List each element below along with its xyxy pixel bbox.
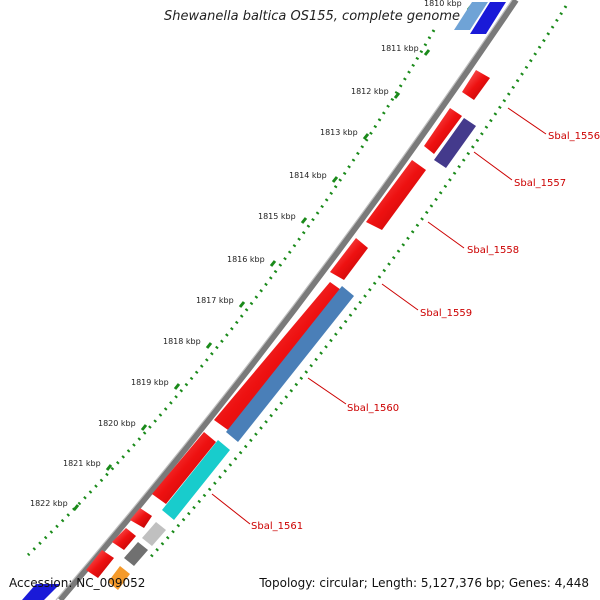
gene-sbal-1559 [330, 238, 368, 280]
gene-gray-light [142, 522, 166, 546]
tick-label: 1812 kbp [351, 87, 389, 96]
gene-label: Sbal_1559 [420, 308, 472, 319]
gene-feature-blue-top [454, 2, 488, 30]
tick-label: 1816 kbp [227, 255, 265, 264]
tick-mark [393, 92, 401, 99]
tick-mark [300, 217, 308, 224]
gene-blue-bottom [22, 584, 60, 600]
tick-mark [205, 342, 213, 349]
tick-labels: 1810 kbp 1811 kbp 1812 kbp 1813 kbp 1814 kbp… [30, 0, 462, 508]
genome-backbone [57, 0, 519, 600]
gene-label: Sbal_1556 [548, 131, 600, 142]
gene-sbal-1556 [462, 70, 490, 100]
tick-mark [72, 504, 80, 511]
tick-label: 1817 kbp [196, 296, 234, 305]
tick-mark [423, 49, 431, 56]
gene-sbal-1558 [366, 160, 426, 230]
tick-label: 1821 kbp [63, 459, 101, 468]
gene-label: Sbal_1558 [467, 245, 519, 256]
outer-tick-track [26, 29, 436, 557]
tick-label: 1813 kbp [320, 128, 358, 137]
gene-sbal-1557 [434, 118, 476, 168]
tick-label: 1814 kbp [289, 171, 327, 180]
tick-label: 1820 kbp [98, 419, 136, 428]
gene-orange [108, 566, 130, 590]
gene-sbal-1561 [162, 440, 230, 520]
gene-label: Sbal_1557 [514, 178, 566, 189]
gene-sbal-1560 [226, 286, 354, 442]
gene-label: Sbal_1560 [347, 403, 399, 414]
tick-mark [331, 176, 339, 183]
gene-red-long [214, 282, 344, 430]
label-leaders [211, 107, 547, 525]
tick-label: 1819 kbp [131, 378, 169, 387]
tick-label: 1815 kbp [258, 212, 296, 221]
gene-red-small-3 [86, 550, 114, 578]
tick-label: 1811 kbp [381, 44, 419, 53]
tick-mark [269, 260, 277, 267]
gene-feature-blue-top-2 [470, 2, 506, 34]
tick-mark [238, 301, 246, 308]
major-tick-marks [72, 4, 474, 511]
accession-label: Accession: NC_009052 [9, 576, 146, 590]
gene-red-small-1 [130, 508, 152, 528]
gene-features [22, 2, 506, 600]
gene-red-1557a [424, 108, 462, 154]
tick-label: 1822 kbp [30, 499, 68, 508]
tick-mark [173, 383, 181, 390]
tick-mark [105, 464, 113, 471]
gene-label: Sbal_1561 [251, 521, 303, 532]
gene-labels: Sbal_1556 Sbal_1557 Sbal_1558 Sbal_1559 Sbal… [251, 131, 600, 532]
topology-summary: Topology: circular; Length: 5,127,376 bp… [259, 576, 589, 590]
genome-title: Shewanella baltica OS155, complete genom… [164, 9, 460, 24]
tick-label: 1810 kbp [424, 0, 462, 8]
gene-red-1561a [152, 432, 216, 504]
gene-red-small-2 [112, 528, 136, 550]
gene-gray-dark [124, 542, 148, 566]
tick-mark [362, 133, 370, 140]
tick-mark [140, 424, 148, 431]
tick-label: 1818 kbp [163, 337, 201, 346]
